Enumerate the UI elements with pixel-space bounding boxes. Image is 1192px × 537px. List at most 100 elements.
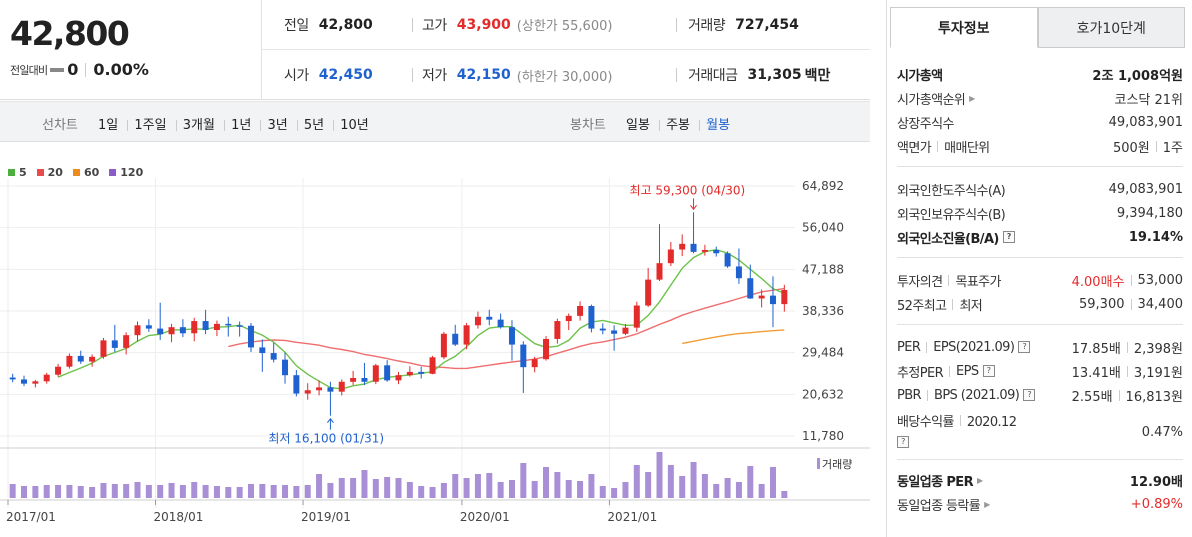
unit-value: 1주 [1162, 140, 1183, 156]
tab-order-book[interactable]: 호가10단계 [1037, 7, 1185, 48]
period-10y[interactable]: 10년 [334, 118, 375, 133]
help-icon[interactable]: ? [1018, 341, 1031, 353]
candle-body [395, 375, 402, 381]
info-row: PER EPS(2021.09)? 17.85배 2,398원 [897, 335, 1183, 359]
foreign-limit-value: 49,083,901 [1108, 181, 1183, 197]
industry-per-value: 12.90배 [1129, 474, 1183, 490]
volume-bar [611, 488, 618, 498]
info-row: 시가총액 2조 1,008억원 [897, 62, 1183, 86]
volume-bar [236, 487, 243, 498]
volume-bar [55, 485, 62, 498]
divider [412, 18, 413, 32]
help-icon[interactable]: ? [897, 436, 909, 448]
volume-bar [713, 484, 720, 498]
tab-investment-info[interactable]: 투자정보 [890, 7, 1038, 48]
info-row: 동일업종 등락률 ▶ +0.89% [897, 492, 1183, 516]
annotation-low: 최저 16,100 (01/31) [268, 432, 384, 446]
volume-bar [21, 486, 28, 498]
volume-bar [735, 482, 742, 498]
info-row: 52주최고 최저 59,300 34,400 [897, 292, 1183, 316]
volume-bar [667, 465, 674, 498]
candle-body [577, 305, 584, 316]
volume-bar [463, 478, 470, 498]
industry-change-link[interactable]: 동일업종 등락률 ▶ [897, 495, 990, 514]
pbr-value: 2.55배 [1071, 389, 1113, 405]
period-3m[interactable]: 3개월 [177, 118, 221, 133]
help-icon[interactable]: ? [982, 365, 995, 377]
period-1y[interactable]: 1년 [225, 118, 257, 133]
candle-body [55, 366, 62, 375]
industry-per-link[interactable]: 동일업종 PER ▶ [897, 471, 983, 490]
foreign-rate-value: 19.14% [1128, 229, 1183, 245]
per-label: PER [897, 339, 921, 355]
bps-label: BPS (2021.09) [934, 387, 1020, 403]
period-1d[interactable]: 1일 [98, 118, 119, 133]
volume-bar [157, 485, 164, 498]
eps-value: 2,398원 [1133, 341, 1183, 357]
div-date: 2020.12 [966, 415, 1017, 430]
x-tick-label: 2021/01 [607, 510, 657, 524]
divider [1155, 140, 1157, 152]
change-row: 전일대비 0 0.00% [10, 60, 149, 79]
volume-bar [100, 483, 107, 498]
help-icon[interactable]: ? [1023, 389, 1036, 401]
w52-high-value: 59,300 [1079, 296, 1125, 312]
legend-swatch [109, 169, 117, 176]
change-rate: 0.00% [93, 60, 149, 79]
volume-bar [622, 482, 629, 498]
candle-body [384, 365, 391, 381]
stock-summary: 42,800 전일대비 0 0.00% 전일 42,800 고가 43,900 … [0, 0, 870, 100]
legend-swatch [36, 169, 44, 176]
candle-weekly[interactable]: 주봉 [660, 118, 696, 133]
help-icon[interactable]: ? [1002, 231, 1015, 243]
period-3y[interactable]: 3년 [261, 118, 293, 133]
y-tick-label: 20,632 [802, 387, 844, 401]
candle-body [372, 365, 379, 382]
candle-chart-group: 봉차트 일봉 주봉 월봉 [570, 114, 736, 133]
y-tick-label: 38,336 [802, 304, 844, 318]
price-box: 42,800 전일대비 0 0.00% [0, 0, 262, 100]
info-group-valuation: PER EPS(2021.09)? 17.85배 2,398원 추정PER EPS? … [897, 333, 1183, 460]
volume-bar [701, 474, 708, 498]
investment-info-panel: 투자정보 호가10단계 시가총액 2조 1,008억원 시가총액순위 ▶ 코스닥 … [886, 0, 1192, 537]
period-1w[interactable]: 1주일 [128, 118, 172, 133]
candle-body [611, 330, 618, 334]
divider [949, 365, 951, 377]
market-cap-rank-link[interactable]: 시가총액순위 ▶ [897, 89, 975, 108]
info-group-market: 시가총액 2조 1,008억원 시가총액순위 ▶ 코스닥 21위 상장주식수 49… [897, 60, 1183, 167]
volume-bar [145, 485, 152, 498]
amount-label: 거래대금 [688, 68, 738, 84]
chart-legend: 5 20 60 120 [8, 166, 153, 179]
volume-bar [350, 478, 357, 498]
candle-body [735, 266, 742, 279]
legend-label: 20 [47, 166, 63, 179]
candle-body [123, 335, 130, 348]
foreign-hold-label: 외국인보유주식수(B) [897, 207, 1006, 223]
candle-body [213, 323, 220, 330]
opinion-value: 4.00매수 [1071, 274, 1125, 290]
volume-bar [395, 478, 402, 498]
pbr-label: PBR [897, 387, 922, 403]
info-row: 상장주식수 49,083,901 [897, 110, 1183, 134]
volume-bar [724, 478, 731, 498]
candle-body [588, 305, 595, 329]
candle-body [282, 359, 289, 376]
volume-bar [577, 481, 584, 498]
candle-body [690, 243, 697, 252]
volume-bar [486, 473, 493, 498]
volume-bar [645, 472, 652, 498]
divider [85, 62, 87, 77]
candle-monthly[interactable]: 월봉 [700, 118, 736, 133]
chevron-right-icon: ▶ [977, 475, 983, 485]
candle-daily[interactable]: 일봉 [626, 118, 650, 133]
period-5y[interactable]: 5년 [298, 118, 330, 133]
no-change-icon [50, 67, 65, 72]
candle-body [474, 316, 481, 326]
volume-legend-swatch [817, 458, 820, 469]
volume-bar [633, 465, 640, 498]
volume-bar [259, 484, 266, 498]
info-row: 추정PER EPS? 13.41배 3,191원 [897, 359, 1183, 383]
y-tick-label: 56,040 [802, 221, 844, 235]
legend-ma5: 5 [8, 166, 27, 179]
volume-bar [690, 462, 697, 498]
